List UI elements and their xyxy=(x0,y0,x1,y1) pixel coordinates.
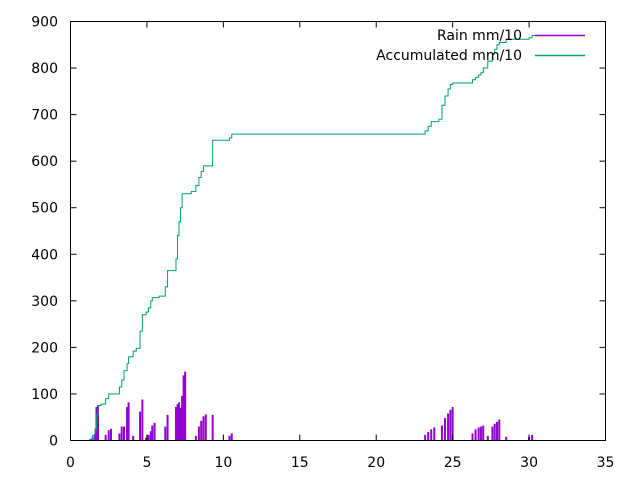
y-tick-label: 0 xyxy=(49,434,58,450)
accumulated-line xyxy=(88,34,582,441)
legend-label-rain: Rain mm/10 xyxy=(437,28,522,44)
y-tick-label: 700 xyxy=(31,108,58,124)
y-tick-label: 900 xyxy=(31,15,58,31)
y-tick-label: 100 xyxy=(31,387,58,403)
rain-impulses xyxy=(89,371,534,441)
x-tick-label: 5 xyxy=(142,455,151,471)
x-tick-label: 0 xyxy=(66,455,75,471)
x-tick-label: 15 xyxy=(291,455,309,471)
x-tick-label: 25 xyxy=(444,455,462,471)
y-tick-label: 600 xyxy=(31,154,58,170)
x-tick-label: 10 xyxy=(214,455,232,471)
x-tick-label: 20 xyxy=(367,455,385,471)
y-tick-label: 800 xyxy=(31,61,58,77)
y-tick-label: 500 xyxy=(31,201,58,217)
x-tick-label: 35 xyxy=(597,455,615,471)
y-tick-label: 200 xyxy=(31,340,58,356)
y-tick-label: 400 xyxy=(31,247,58,263)
y-tick-label: 300 xyxy=(31,294,58,310)
plot-frame xyxy=(70,21,606,441)
x-tick-label: 30 xyxy=(520,455,538,471)
legend-label-accumulated: Accumulated mm/10 xyxy=(376,48,522,64)
axis-ticks: 0 5 10 15 20 25 30 35 0 100 200 300 400 500 600 700 800 9… xyxy=(31,15,614,472)
legend: Rain mm/10 Accumulated mm/10 xyxy=(376,28,585,64)
